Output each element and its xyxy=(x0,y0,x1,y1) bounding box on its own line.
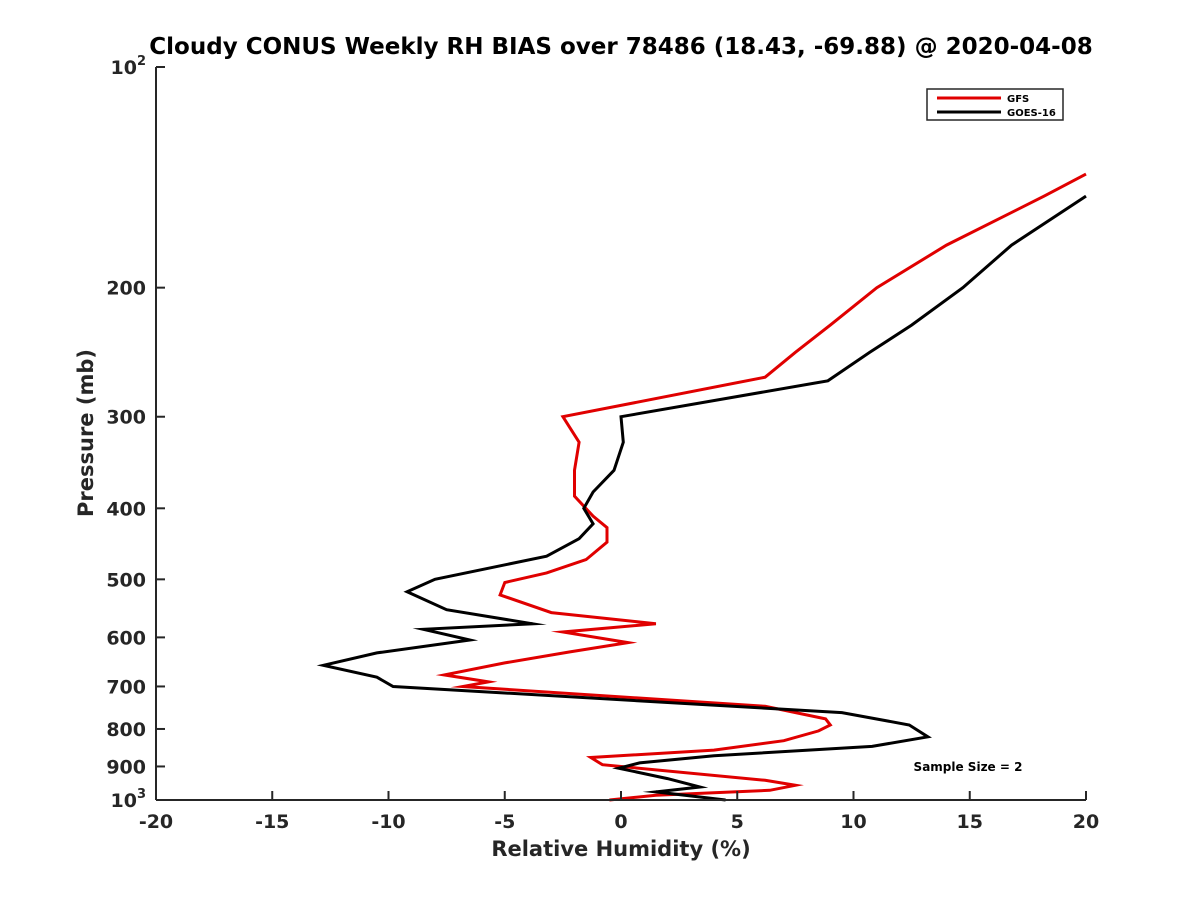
y-tick-label: 200 xyxy=(106,278,146,300)
plot-background xyxy=(156,67,1086,800)
y-tick-label: 800 xyxy=(106,719,146,741)
legend-box xyxy=(926,88,1064,121)
y-tick-label: 500 xyxy=(106,569,146,591)
plot-area xyxy=(156,67,1086,800)
legend-label: GOES-16 xyxy=(1007,108,1056,119)
x-tick-label: 10 xyxy=(840,811,866,833)
y-axis-label: Pressure (mb) xyxy=(74,349,98,517)
x-tick-label: 5 xyxy=(731,811,744,833)
y-tick-label: 400 xyxy=(106,498,146,520)
axes-layer: -20 -15 -10 -5 0 5 10 15 20 102 200 300 400 500 600 700… xyxy=(106,54,1099,833)
y-tick-label: 102 xyxy=(111,54,147,79)
y-tick-label: 600 xyxy=(106,627,146,649)
y-tick-label: 700 xyxy=(106,676,146,698)
legend-label: GFS xyxy=(1007,94,1029,105)
x-axis-label: Relative Humidity (%) xyxy=(491,837,750,861)
series-line-goes-16 xyxy=(316,194,1087,802)
y-tick-label: 900 xyxy=(106,756,146,778)
y-tick-label: 103 xyxy=(111,787,147,812)
x-tick-label: -5 xyxy=(494,811,515,833)
series-layer xyxy=(316,172,1087,802)
sample-size-annotation: Sample Size = 2 xyxy=(914,760,1023,774)
chart-title: Cloudy CONUS Weekly RH BIAS over 78486 (… xyxy=(149,34,1092,60)
y-tick-label: 300 xyxy=(106,407,146,429)
x-tick-label: -20 xyxy=(139,811,173,833)
x-tick-label: 0 xyxy=(614,811,627,833)
x-tick-label: -10 xyxy=(371,811,405,833)
legend: GFS GOES-16 xyxy=(926,88,1064,121)
series-line-gfs xyxy=(435,172,1087,802)
x-tick-label: -15 xyxy=(255,811,289,833)
x-tick-label: 20 xyxy=(1073,811,1099,833)
x-tick-label: 15 xyxy=(957,811,983,833)
